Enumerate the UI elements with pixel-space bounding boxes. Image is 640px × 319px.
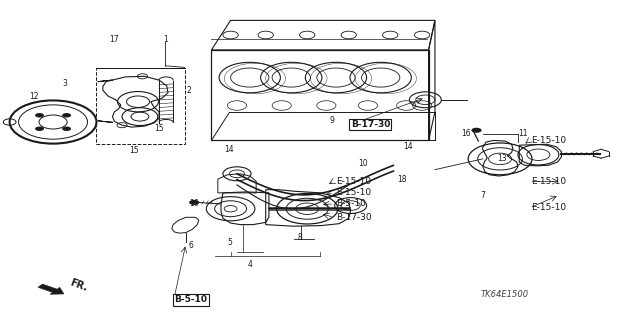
Text: E-15-10: E-15-10 [336, 177, 371, 186]
Text: TK64E1500: TK64E1500 [481, 290, 529, 299]
Text: 15: 15 [154, 124, 164, 133]
Text: 7: 7 [481, 190, 485, 200]
Text: 11: 11 [518, 129, 528, 138]
Text: 5: 5 [227, 238, 232, 247]
Text: 17: 17 [109, 35, 119, 44]
Text: 16: 16 [461, 129, 470, 138]
Text: E-15-10: E-15-10 [531, 136, 566, 145]
Text: B-17-30: B-17-30 [351, 120, 390, 129]
Text: 12: 12 [29, 92, 38, 101]
Circle shape [62, 113, 71, 117]
Text: 3: 3 [62, 79, 67, 88]
Text: 18: 18 [397, 175, 406, 184]
Text: 16: 16 [189, 199, 198, 208]
Text: FR.: FR. [68, 278, 89, 293]
Text: 15: 15 [129, 146, 138, 155]
Text: 4: 4 [247, 260, 252, 269]
Text: 14: 14 [403, 142, 413, 151]
Text: B-17-30: B-17-30 [336, 213, 372, 222]
Circle shape [35, 127, 44, 131]
Circle shape [471, 128, 481, 133]
Text: 10: 10 [358, 159, 368, 168]
Text: 14: 14 [225, 145, 234, 154]
Bar [97, 68, 184, 144]
Text: 2: 2 [187, 86, 191, 95]
Text: 13: 13 [497, 154, 507, 163]
Text: E-15-10: E-15-10 [531, 177, 566, 186]
Text: 1: 1 [163, 35, 168, 44]
Text: E-15-10: E-15-10 [531, 203, 566, 212]
Text: B-5-10: B-5-10 [174, 295, 207, 304]
Polygon shape [38, 284, 64, 294]
Text: 9: 9 [329, 116, 334, 125]
Text: 8: 8 [297, 233, 302, 242]
Text: 6: 6 [189, 241, 193, 250]
Text: B-5-10: B-5-10 [336, 199, 366, 208]
Circle shape [62, 127, 71, 131]
Text: E-15-10: E-15-10 [336, 188, 371, 197]
Circle shape [35, 113, 44, 117]
Circle shape [189, 200, 199, 205]
